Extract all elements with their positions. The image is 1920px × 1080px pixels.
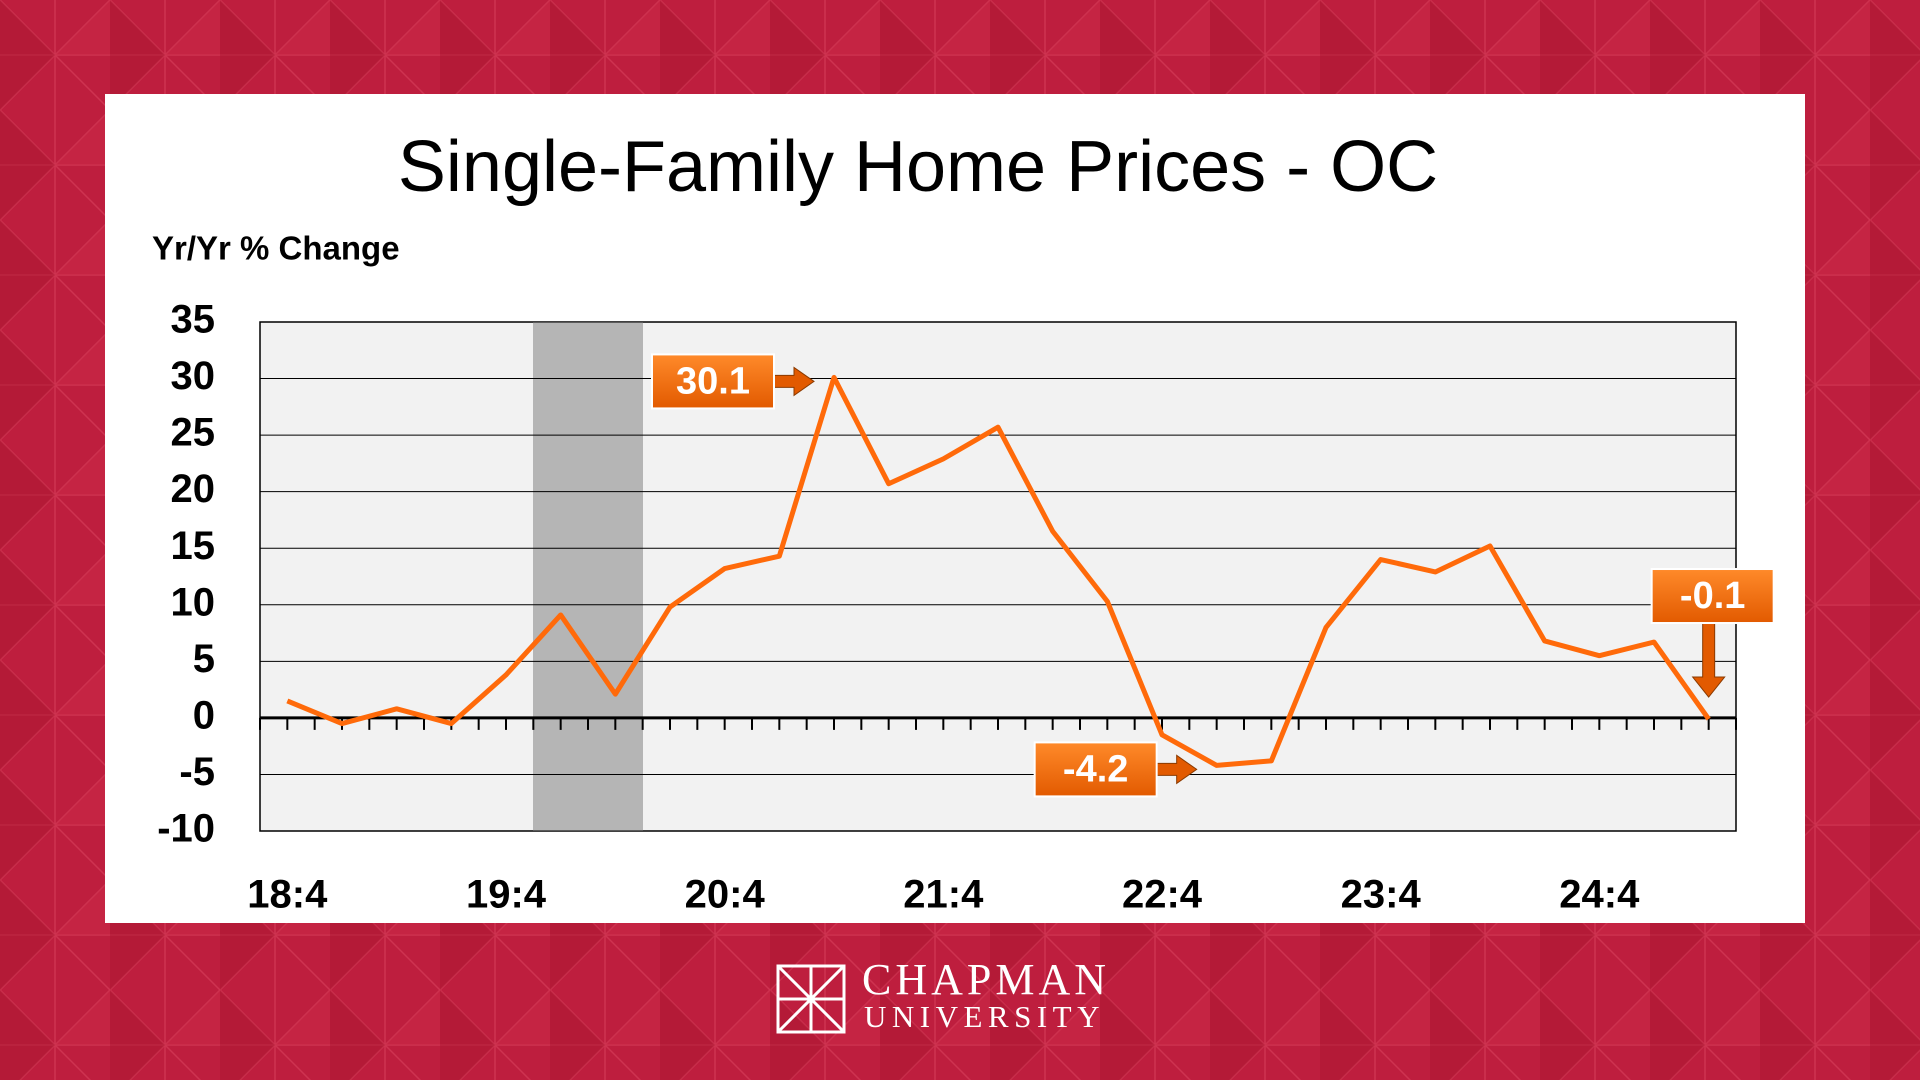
y-tick-label: 30 [171, 354, 216, 398]
data-label: 30.1 [676, 360, 750, 402]
y-tick-label: -10 [157, 807, 215, 851]
shaded-period [533, 322, 643, 831]
logo: CHAPMAN UNIVERSITY [776, 955, 1110, 1034]
y-tick-label: 35 [171, 298, 216, 342]
logo-text: UNIVERSITY [864, 999, 1105, 1034]
label-arrow [1691, 622, 1726, 698]
y-axis-label: Yr/Yr % Change [152, 230, 400, 267]
x-tick-label: 24:4 [1559, 873, 1640, 917]
y-tick-label: 0 [193, 693, 215, 737]
label-box [1033, 741, 1158, 798]
x-tick-label: 20:4 [685, 873, 766, 917]
data-label: -4.2 [1063, 748, 1128, 790]
label-box [1650, 568, 1775, 625]
y-tick-label: 15 [171, 524, 216, 568]
y-tick-label: 25 [171, 411, 216, 455]
label-box [651, 353, 775, 410]
x-tick-label: 22:4 [1122, 873, 1203, 917]
x-tick-label: 23:4 [1341, 873, 1422, 917]
x-tick-label: 18:4 [247, 873, 328, 917]
plot-area [259, 321, 1737, 832]
label-arrow [1156, 754, 1198, 785]
y-tick-label: 20 [171, 467, 216, 511]
data-label: -0.1 [1680, 575, 1745, 617]
y-tick-label: -5 [179, 750, 215, 794]
chart-title: Single-Family Home Prices - OC [398, 127, 1438, 207]
x-tick-label: 19:4 [466, 873, 547, 917]
y-tick-label: 5 [193, 637, 215, 681]
label-arrow [773, 366, 815, 397]
y-tick-label: 10 [171, 580, 216, 624]
line [286, 374, 1711, 768]
logo-text: CHAPMAN [862, 955, 1110, 1004]
x-tick-label: 21:4 [903, 873, 984, 917]
